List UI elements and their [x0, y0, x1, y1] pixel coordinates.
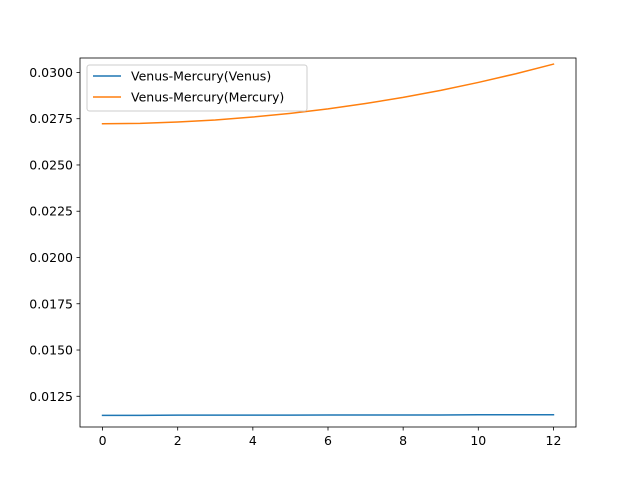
- x-axis: 0 2 4 6 8 10 12: [99, 427, 562, 448]
- y-tick-label: 0.0175: [29, 296, 73, 311]
- y-tick-label: 0.0275: [29, 111, 73, 126]
- y-tick-label: 0.0150: [29, 343, 73, 358]
- y-tick-label: 0.0250: [29, 157, 73, 172]
- x-tick-label: 12: [546, 433, 562, 448]
- x-tick-label: 10: [470, 433, 486, 448]
- y-tick-label: 0.0300: [29, 65, 73, 80]
- plot-frame: [79, 57, 577, 428]
- legend-box: [86, 64, 308, 112]
- y-axis: 0.0125 0.0150 0.0175 0.0200 0.0225 0.0250 0.02…: [29, 65, 80, 404]
- series-layer: [101, 63, 555, 417]
- series-line-0: [101, 414, 555, 417]
- series-line-1: [101, 63, 555, 125]
- y-tick-label: 0.0225: [29, 204, 73, 219]
- legend-label-1: Venus-Mercury(Mercury): [131, 90, 284, 105]
- x-tick-label: 0: [99, 433, 107, 448]
- x-tick-label: 8: [399, 433, 407, 448]
- legend: Venus-Mercury(Venus) Venus-Mercury(Mercur…: [86, 64, 308, 112]
- x-tick-label: 6: [324, 433, 332, 448]
- x-tick-label: 2: [174, 433, 182, 448]
- legend-label-0: Venus-Mercury(Venus): [131, 69, 271, 84]
- y-tick-label: 0.0125: [29, 389, 73, 404]
- plot-area: [80, 58, 576, 427]
- y-tick-label: 0.0200: [29, 250, 73, 265]
- x-tick-label: 4: [249, 433, 257, 448]
